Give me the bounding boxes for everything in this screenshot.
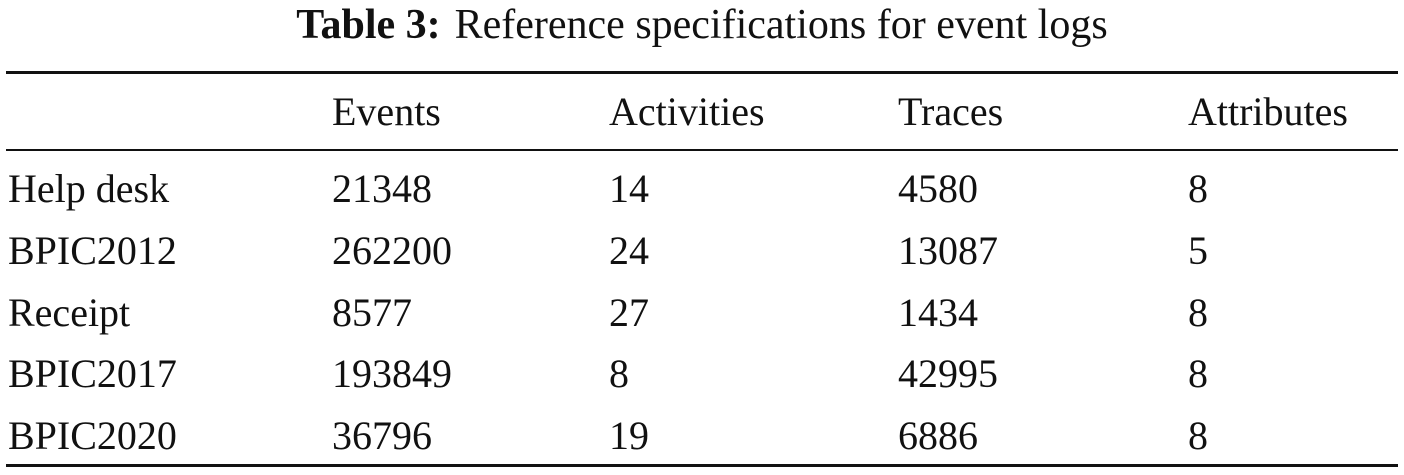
table-cell: 6886 <box>898 413 978 459</box>
table-cell: 193849 <box>332 351 452 397</box>
table-cell: 8 <box>609 351 629 397</box>
column-header: Traces <box>898 89 1004 134</box>
column-header: Attributes <box>1188 89 1348 134</box>
row-header: BPIC2017 <box>8 351 177 397</box>
table-cell: 14 <box>609 166 649 211</box>
table-cell: 8 <box>1188 289 1208 335</box>
table-cell: 8 <box>1188 166 1208 211</box>
table-cell: 21348 <box>332 166 432 211</box>
table-cell: 1434 <box>898 289 978 335</box>
top-rule <box>6 71 1398 74</box>
row-header: BPIC2020 <box>8 413 177 459</box>
table-caption: Table 3: Reference specifications for eve… <box>0 0 1404 50</box>
table-cell: 27 <box>609 289 649 335</box>
table-cell: 5 <box>1188 227 1208 273</box>
table-cell: 24 <box>609 227 649 273</box>
table-cell: 13087 <box>898 227 998 273</box>
row-header: Help desk <box>8 166 170 211</box>
table-cell: 4580 <box>898 166 978 211</box>
table-cell: 8 <box>1188 351 1208 397</box>
row-header: BPIC2012 <box>8 227 177 273</box>
table-cell: 262200 <box>332 227 452 273</box>
table-cell: 19 <box>609 413 649 459</box>
table-cell: 42995 <box>898 351 998 397</box>
mid-rule <box>6 149 1398 151</box>
caption-text: Reference specifications for event logs <box>454 2 1108 48</box>
caption-label: Table 3: <box>296 2 441 48</box>
column-header: Events <box>332 89 441 134</box>
bottom-rule <box>6 464 1398 467</box>
row-header: Receipt <box>8 289 131 335</box>
table-cell: 8 <box>1188 413 1208 459</box>
column-header: Activities <box>609 89 765 134</box>
table-cell: 8577 <box>332 289 412 335</box>
table-cell: 36796 <box>332 413 432 459</box>
